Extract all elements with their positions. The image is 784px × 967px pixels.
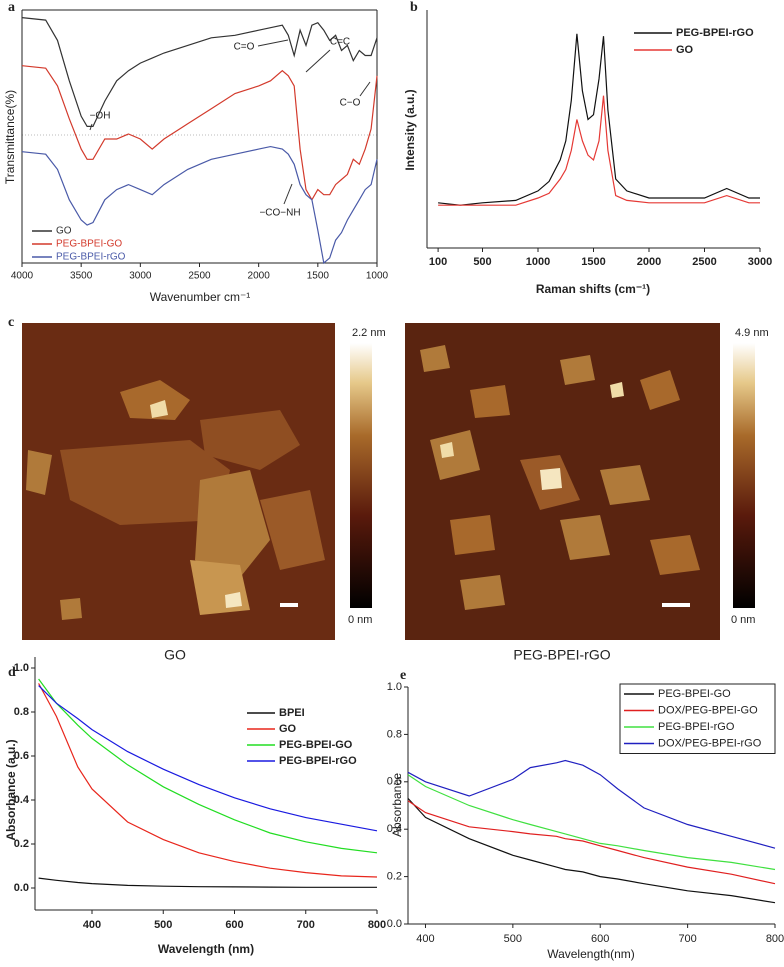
- x-axis-label: Wavelength(nm): [547, 947, 635, 961]
- annotation-arrow: [257, 39, 289, 47]
- afm-image: [22, 323, 372, 640]
- x-tick-label: 1000: [366, 271, 389, 282]
- annotation: −CO−NH: [259, 208, 300, 219]
- scale-max: 4.9 nm: [735, 327, 769, 339]
- panel-label: e: [400, 668, 406, 683]
- scale-min: 0 nm: [348, 614, 372, 626]
- y-tick-label: 0.8: [14, 706, 29, 718]
- legend-label: DOX/PEG-BPEI-GO: [658, 704, 758, 716]
- x-axis-label: Raman shifts (cm⁻¹): [536, 282, 650, 296]
- x-tick-label: 1000: [526, 256, 550, 268]
- x-tick-label: 500: [473, 256, 491, 268]
- legend-label: DOX/PEG-BPEI-rGO: [658, 737, 762, 749]
- y-axis-label: Intensity (a.u.): [403, 89, 417, 170]
- scale-min: 0 nm: [731, 614, 755, 626]
- legend-label: GO: [676, 44, 694, 56]
- x-tick-label: 2000: [637, 256, 661, 268]
- legend-label: GO: [56, 226, 72, 237]
- annotation-arrow: [359, 81, 371, 97]
- series-line: [407, 774, 776, 871]
- y-tick-label: 1.0: [387, 681, 402, 693]
- series-line: [438, 95, 760, 206]
- series-line: [21, 65, 378, 201]
- x-tick-label: 4000: [11, 271, 34, 282]
- x-axis-label: Wavenumber cm⁻¹: [150, 290, 251, 304]
- series-line: [38, 683, 378, 878]
- x-tick-label: 600: [591, 933, 609, 945]
- x-tick-label: 800: [368, 919, 386, 931]
- legend-label: PEG-BPEI-rGO: [658, 721, 735, 733]
- annotation-arrow: [89, 123, 93, 131]
- y-tick-label: 0.8: [387, 728, 402, 740]
- x-tick-label: 500: [504, 933, 522, 945]
- series-line: [38, 877, 377, 888]
- annotation: −OH: [90, 111, 111, 122]
- afm-image: [405, 323, 755, 640]
- x-tick-label: 3000: [748, 256, 772, 268]
- y-tick-label: 1.0: [14, 662, 29, 674]
- annotation: C−O: [340, 98, 361, 109]
- annotation: C=C: [330, 37, 350, 48]
- x-tick-label: 600: [225, 919, 243, 931]
- annotation-arrow: [283, 183, 293, 205]
- x-tick-label: 2500: [188, 271, 211, 282]
- panel-label: d: [8, 665, 16, 680]
- y-tick-label: 0.6: [387, 776, 402, 788]
- y-tick-label: 0.4: [14, 794, 30, 806]
- x-tick-label: 2500: [692, 256, 716, 268]
- panel-label: a: [8, 0, 15, 15]
- legend-label: GO: [279, 723, 297, 735]
- y-tick-label: 0.0: [14, 882, 29, 894]
- image-caption: PEG-BPEI-rGO: [513, 647, 610, 663]
- x-tick-label: 1500: [581, 256, 605, 268]
- series-line: [407, 759, 776, 849]
- series-line: [21, 145, 378, 265]
- y-tick-label: 0.2: [387, 871, 402, 883]
- annotation: C=O: [234, 42, 255, 53]
- image-caption: GO: [164, 647, 186, 663]
- legend-label: PEG-BPEI-rGO: [279, 755, 357, 767]
- legend-label: PEG-BPEI-GO: [658, 688, 731, 700]
- y-tick-label: 0.2: [14, 838, 29, 850]
- series-line: [21, 17, 378, 127]
- y-axis-label: Absorbance: [390, 773, 404, 837]
- panel-label: b: [410, 0, 418, 15]
- y-tick-label: 0.0: [387, 918, 402, 930]
- y-axis-label: Transmittance(%): [3, 90, 17, 184]
- series-line: [38, 678, 378, 854]
- y-tick-label: 0.6: [14, 750, 29, 762]
- y-tick-label: 0.4: [387, 823, 402, 835]
- x-tick-label: 800: [766, 933, 784, 945]
- x-tick-label: 400: [416, 933, 434, 945]
- series-line: [407, 800, 776, 885]
- legend-box: [619, 683, 776, 754]
- legend-label: BPEI: [279, 707, 305, 719]
- x-tick-label: 700: [678, 933, 696, 945]
- x-tick-label: 500: [154, 919, 172, 931]
- x-tick-label: 100: [429, 256, 447, 268]
- series-line: [38, 685, 378, 832]
- x-axis-label: Wavelength (nm): [158, 942, 254, 956]
- x-tick-label: 1500: [307, 271, 330, 282]
- panel-label: c: [8, 315, 14, 330]
- legend-label: PEG-BPEI-rGO: [676, 27, 754, 39]
- x-tick-label: 700: [297, 919, 315, 931]
- legend-label: PEG-BPEI-GO: [279, 739, 353, 751]
- x-tick-label: 3000: [129, 271, 152, 282]
- x-tick-label: 2000: [248, 271, 271, 282]
- legend-label: PEG-BPEI-GO: [56, 239, 122, 250]
- annotation-arrow: [305, 49, 331, 73]
- legend-label: PEG-BPEI-rGO: [56, 252, 126, 263]
- scale-max: 2.2 nm: [352, 327, 386, 339]
- x-tick-label: 400: [83, 919, 101, 931]
- series-line: [438, 33, 760, 206]
- x-tick-label: 3500: [70, 271, 93, 282]
- series-line: [407, 797, 776, 904]
- y-axis-label: Absorbance (a.u.): [4, 739, 18, 840]
